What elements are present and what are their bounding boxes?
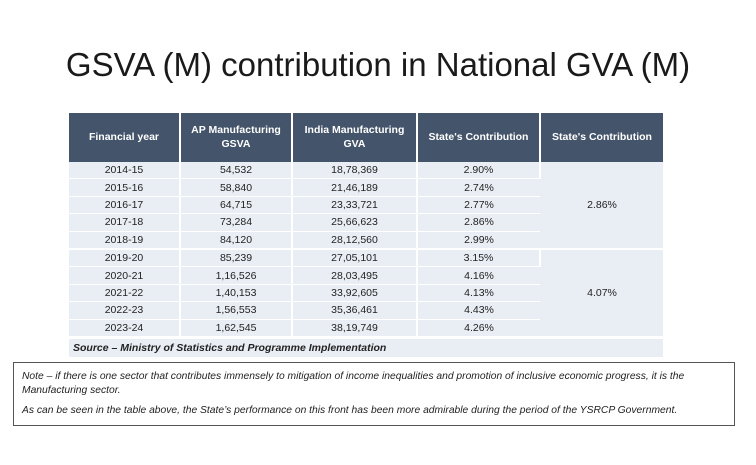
contribution-table-container: Financial year AP Manufacturing GSVA Ind… xyxy=(69,113,663,357)
cell-ap-gsva: 1,56,553 xyxy=(180,301,293,320)
cell-india-gva: 28,12,560 xyxy=(292,231,418,250)
page-title: GSVA (M) contribution in National GVA (M… xyxy=(65,46,691,83)
table-header-row: Financial year AP Manufacturing GSVA Ind… xyxy=(69,113,663,162)
table-row: 2021-22 1,40,153 33,92,605 4.13% xyxy=(69,284,663,303)
table-row: 2018-19 84,120 28,12,560 2.99% xyxy=(69,231,663,250)
note-line-1: Note – if there is one sector that contr… xyxy=(22,371,685,396)
cell-ap-gsva: 84,120 xyxy=(180,231,293,250)
cell-group-contribution: 2.86% xyxy=(540,162,663,250)
table-row: 2019-20 85,239 27,05,101 3.15% 4.07% xyxy=(69,248,663,338)
cell-india-gva: 35,36,461 xyxy=(292,301,418,320)
table-row: 2016-17 64,715 23,33,721 2.77% xyxy=(69,196,663,215)
cell-state-contribution: 4.16% xyxy=(417,266,540,285)
cell-india-gva: 23,33,721 xyxy=(292,196,418,215)
cell-india-gva: 18,78,369 xyxy=(292,162,418,180)
table-row: 2017-18 73,284 25,66,623 2.86% xyxy=(69,213,663,232)
table-row: 2014-15 54,532 18,78,369 2.90% 2.86% xyxy=(69,162,663,250)
cell-india-gva: 38,19,749 xyxy=(292,319,418,338)
cell-state-contribution: 2.99% xyxy=(417,231,540,250)
cell-ap-gsva: 73,284 xyxy=(180,213,293,232)
cell-ap-gsva: 1,40,153 xyxy=(180,284,293,303)
cell-year: 2017-18 xyxy=(69,213,181,232)
cell-group-contribution: 4.07% xyxy=(540,248,663,338)
contribution-table: Financial year AP Manufacturing GSVA Ind… xyxy=(69,113,663,338)
header-state-contribution: State's Contribution xyxy=(417,113,541,162)
cell-ap-gsva: 1,16,526 xyxy=(180,266,293,285)
cell-state-contribution: 4.13% xyxy=(417,284,540,303)
header-state-contribution-period: State's Contribution xyxy=(540,113,663,162)
table-row: 2023-24 1,62,545 38,19,749 4.26% xyxy=(69,319,663,338)
cell-year: 2020-21 xyxy=(69,266,181,285)
cell-ap-gsva: 54,532 xyxy=(180,162,293,180)
cell-state-contribution: 2.74% xyxy=(417,178,540,197)
cell-year: 2016-17 xyxy=(69,196,181,215)
cell-state-contribution: 4.43% xyxy=(417,301,540,320)
header-ap-manufacturing-gsva: AP Manufacturing GSVA xyxy=(180,113,293,162)
cell-india-gva: 33,92,605 xyxy=(292,284,418,303)
cell-india-gva: 21,46,189 xyxy=(292,178,418,197)
table-source: Source – Ministry of Statistics and Prog… xyxy=(69,337,663,357)
cell-year: 2022-23 xyxy=(69,301,181,320)
cell-india-gva: 28,03,495 xyxy=(292,266,418,285)
cell-year: 2023-24 xyxy=(69,319,181,338)
header-financial-year: Financial year xyxy=(69,113,181,162)
cell-state-contribution: 3.15% xyxy=(417,248,541,268)
cell-india-gva: 25,66,623 xyxy=(292,213,418,232)
cell-ap-gsva: 1,62,545 xyxy=(180,319,293,338)
note-line-2: As can be seen in the table above, the S… xyxy=(22,404,678,416)
cell-state-contribution: 4.26% xyxy=(417,319,540,338)
cell-year: 2019-20 xyxy=(69,248,181,268)
cell-ap-gsva: 58,840 xyxy=(180,178,293,197)
header-india-manufacturing-gva: India Manufacturing GVA xyxy=(292,113,418,162)
cell-state-contribution: 2.77% xyxy=(417,196,540,215)
cell-year: 2021-22 xyxy=(69,284,181,303)
cell-year: 2015-16 xyxy=(69,178,181,197)
cell-state-contribution: 2.90% xyxy=(417,162,541,180)
note-box: Note – if there is one sector that contr… xyxy=(13,362,735,426)
cell-ap-gsva: 64,715 xyxy=(180,196,293,215)
table-row: 2020-21 1,16,526 28,03,495 4.16% xyxy=(69,266,663,285)
cell-india-gva: 27,05,101 xyxy=(292,248,418,268)
cell-year: 2014-15 xyxy=(69,162,181,180)
table-row: 2022-23 1,56,553 35,36,461 4.43% xyxy=(69,301,663,320)
cell-year: 2018-19 xyxy=(69,231,181,250)
cell-state-contribution: 2.86% xyxy=(417,213,540,232)
table-row: 2015-16 58,840 21,46,189 2.74% xyxy=(69,178,663,197)
cell-ap-gsva: 85,239 xyxy=(180,248,293,268)
